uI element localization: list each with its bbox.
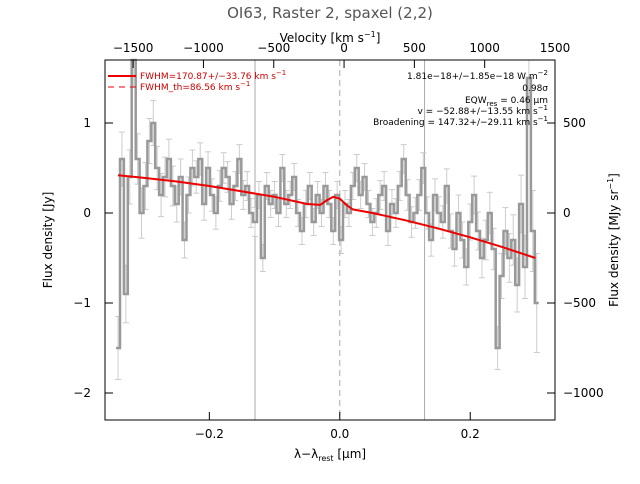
v-tick-label-3: 0 (340, 41, 348, 55)
ticks-layer: −0.2 0.0 0.2 −2 −1 0 1 −1500 −1000 −500 0 500 1000 15… (73, 41, 603, 441)
x-tick-label-0: −0.2 (195, 427, 224, 441)
right-tick-label-3: 500 (563, 116, 586, 130)
legend: FWHM=170.87+/−33.76 km s−1 FWHM_th=86.56… (108, 69, 286, 93)
right-tick-label-0: −1000 (563, 386, 604, 400)
top-axis-label: Velocity [km s−1] (280, 30, 381, 45)
y-axis-label-left: Flux density [Jy] (41, 192, 55, 289)
annot-flux: 1.81e−18+/−1.85e−18 W m−2 (407, 69, 548, 82)
plot-frame (104, 59, 556, 421)
y-axis-label-right: Flux density [MJy sr−1] (606, 173, 621, 307)
v-tick-label-0: −1500 (113, 41, 154, 55)
x-tick-label-1: 0.0 (330, 427, 349, 441)
fit-annotations: 1.81e−18+/−1.85e−18 W m−2 0.98σ EQWres =… (373, 69, 548, 128)
v-tick-label-5: 1000 (469, 41, 500, 55)
y-tick-label-1: −1 (73, 296, 91, 310)
x-axis-label: λ−λrest [μm] (294, 447, 366, 463)
spectrum-line (116, 58, 539, 350)
v-tick-label-6: 1500 (540, 41, 571, 55)
legend-fwhm-th: FWHM_th=86.56 km s−1 (140, 80, 250, 93)
series-layer (115, 58, 540, 380)
annot-broadening: Broadening = 147.32+/−29.11 km s−1 (373, 115, 548, 128)
y-tick-label-2: 0 (83, 206, 91, 220)
legend-fwhm: FWHM=170.87+/−33.76 km s−1 (140, 69, 286, 82)
annot-eqw: EQWres = 0.46 μm (465, 96, 548, 108)
y-tick-label-0: −2 (73, 386, 91, 400)
v-tick-label-4: 500 (403, 41, 426, 55)
annot-velocity: v = −52.88+/−13.55 km s−1 (418, 104, 549, 117)
right-tick-label-2: 0 (563, 206, 571, 220)
fit-line (117, 174, 536, 259)
chart-title: OI63, Raster 2, spaxel (2,2) (227, 4, 433, 22)
x-tick-label-2: 0.2 (461, 427, 480, 441)
v-tick-label-1: −1000 (183, 41, 224, 55)
y-tick-label-3: 1 (83, 116, 91, 130)
annot-sigma: 0.98σ (522, 84, 548, 94)
v-tick-label-2: −500 (257, 41, 290, 55)
right-tick-label-1: −500 (563, 296, 596, 310)
